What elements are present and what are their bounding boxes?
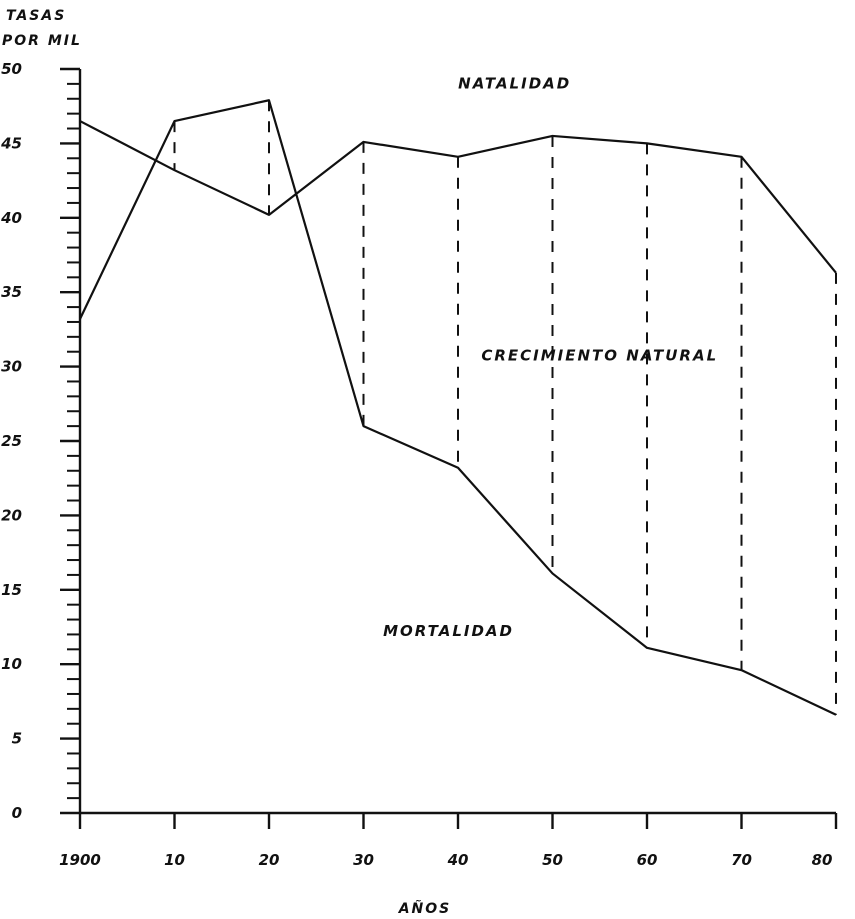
x-axis-title: AÑOS	[398, 900, 452, 917]
y-tick-label: 35	[1, 283, 22, 301]
x-tick-labels: 1900 10 20 30 40 50 60 70 80	[59, 851, 832, 869]
x-tick-label: 70	[731, 851, 752, 869]
x-tick-label: 20	[259, 851, 280, 869]
annotation-natalidad: NATALIDAD	[458, 74, 571, 92]
series-line-mortalidad	[79, 99, 837, 716]
x-tick-label: 30	[353, 851, 374, 869]
annotation-mortalidad: MORTALIDAD	[383, 622, 514, 640]
x-tick-label: 1900	[59, 851, 101, 869]
series-lines	[79, 99, 837, 716]
x-tick-label: 40	[447, 851, 469, 869]
series-line-natalidad	[79, 120, 837, 274]
y-tick-label: 50	[1, 60, 22, 78]
tick-marks	[60, 67, 838, 829]
y-tick-label: 20	[1, 506, 22, 524]
y-tick-label: 5	[12, 730, 22, 748]
y-tick-label: 30	[1, 358, 22, 376]
x-tick-label: 80	[812, 851, 833, 869]
y-tick-label: 10	[1, 655, 22, 673]
y-tick-label: 15	[1, 581, 22, 599]
x-tick-label: 60	[637, 851, 658, 869]
y-axis-title-line-1: TASAS	[6, 8, 66, 24]
annotation-crecimiento-natural: CRECIMIENTO NATURAL	[481, 347, 718, 365]
x-tick-label: 10	[164, 851, 185, 869]
growth-drop-lines	[173, 100, 837, 715]
y-tick-label: 45	[0, 134, 22, 152]
y-tick-label: 25	[1, 432, 22, 450]
y-axis-title-line-2: POR MIL	[2, 33, 82, 49]
y-tick-label: 40	[0, 209, 22, 227]
y-tick-label: 0	[12, 804, 22, 822]
x-tick-label: 50	[542, 851, 563, 869]
y-tick-labels: 0 5 10 15 20 25 30 35 40 45 50	[0, 60, 22, 822]
